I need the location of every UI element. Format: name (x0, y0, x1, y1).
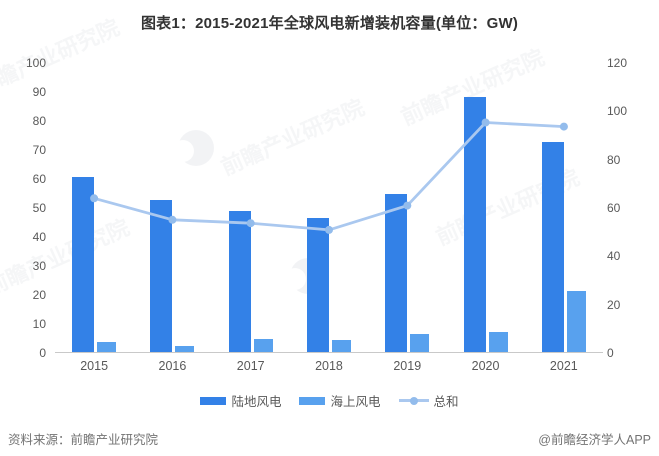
x-axis-label-2016: 2016 (158, 359, 187, 373)
legend-label-offshore: 海上风电 (330, 395, 381, 409)
offshore-bar-2016 (175, 345, 195, 352)
bar-group-2019 (368, 63, 446, 352)
y-axis-right-tick: 20 (607, 297, 621, 312)
total-marker-2020 (481, 118, 490, 127)
total-marker-2017 (246, 219, 255, 228)
y-axis-left-tick: 100 (25, 56, 46, 70)
total-marker-2019 (403, 201, 412, 210)
y-axis-right-tick: 80 (607, 152, 621, 167)
onshore-bar-2019 (385, 193, 408, 352)
total-marker-2021 (559, 122, 568, 131)
offshore-swatch-icon (299, 396, 326, 405)
onshore-bar-2016 (150, 199, 173, 352)
y-axis-left-tick: 70 (32, 143, 46, 157)
bar-group-2020 (446, 63, 524, 352)
y-axis-left-tick: 40 (32, 230, 46, 244)
legend: 陆地风电 海上风电 总和 (0, 391, 659, 410)
x-axis-label-2019: 2019 (393, 359, 422, 373)
footer-brand: @前瞻经济学人APP (538, 433, 651, 447)
legend-label-onshore: 陆地风电 (231, 395, 282, 409)
y-axis-left-tick: 60 (32, 172, 46, 186)
x-axis-label-2021: 2021 (549, 359, 578, 373)
onshore-bar-2017 (228, 210, 251, 352)
plot-area (55, 63, 603, 353)
total-line-series (90, 118, 568, 234)
y-axis-right-tick: 100 (607, 104, 628, 119)
chart-title: 图表1：2015-2021年全球风电新增装机容量(单位：GW) (140, 15, 519, 32)
offshore-bar-2018 (331, 339, 351, 352)
y-axis-right-tick: 0 (607, 345, 614, 360)
y-axis-left: 100 90 80 70 60 50 40 30 20 10 0 (0, 57, 46, 359)
y-axis-left-tick: 10 (32, 317, 46, 331)
y-axis-right-tick: 120 (607, 56, 628, 70)
x-axis-labels: 2015 2016 2017 2018 2019 2020 2021 (55, 359, 603, 373)
legend-item-onshore: 陆地风电 (200, 391, 281, 410)
onshore-bar-2018 (306, 217, 329, 352)
y-axis-left-tick: 50 (32, 201, 46, 215)
offshore-bar-2019 (410, 334, 430, 352)
onshore-bar-2015 (72, 177, 95, 352)
total-line-swatch-icon (398, 399, 429, 402)
total-line (93, 121, 564, 232)
y-axis-left-tick: 30 (32, 259, 46, 273)
legend-item-offshore: 海上风电 (299, 391, 381, 410)
total-marker-2016 (168, 215, 177, 224)
y-axis-left-tick: 90 (32, 85, 46, 99)
y-axis-left-tick: 80 (32, 114, 46, 128)
y-axis-left-tick: 20 (32, 288, 46, 302)
bar-group-2016 (133, 63, 211, 352)
onshore-bar-2020 (463, 96, 486, 352)
legend-label-total: 总和 (433, 395, 459, 409)
x-axis-label-2018: 2018 (315, 359, 343, 373)
offshore-bar-2015 (97, 342, 117, 352)
y-axis-left-tick: 0 (39, 346, 46, 360)
onshore-bar-2021 (541, 142, 564, 352)
total-marker-2018 (325, 225, 333, 234)
total-marker-2015 (90, 194, 99, 203)
legend-item-total: 总和 (398, 391, 459, 410)
bar-group-2018 (290, 63, 368, 352)
onshore-swatch-icon (200, 396, 227, 405)
offshore-bar-2017 (253, 338, 273, 352)
x-axis-label-2015: 2015 (80, 359, 109, 373)
footer-source: 资料来源：前瞻产业研究院 (8, 433, 159, 447)
x-axis-label-2017: 2017 (236, 359, 265, 373)
bar-series-container (55, 63, 603, 352)
x-axis-label-2020: 2020 (471, 359, 500, 373)
y-axis-right-tick: 40 (607, 249, 621, 264)
y-axis-right-tick: 60 (607, 200, 621, 215)
bar-group-2021 (525, 63, 603, 352)
bar-group-2015 (55, 63, 133, 352)
bar-group-2017 (212, 63, 290, 352)
y-axis-right: 120 100 80 60 40 20 0 (607, 57, 655, 359)
offshore-bar-2021 (566, 291, 586, 352)
offshore-bar-2020 (488, 332, 508, 352)
